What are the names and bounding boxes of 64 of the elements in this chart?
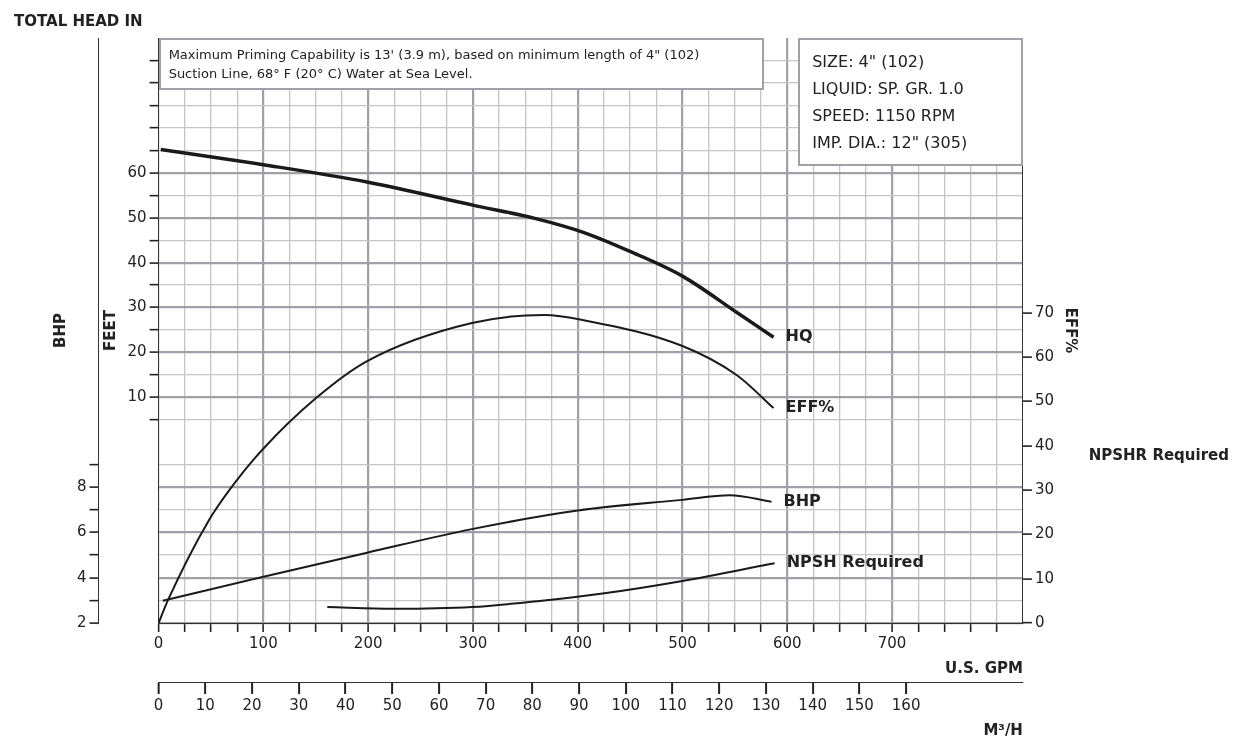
annotation: Suction Line, 68° F (20° C) Water at Sea Level. <box>168 65 474 83</box>
x2-tick-label: 20 <box>242 695 262 714</box>
x2-tick-label: 130 <box>751 695 781 714</box>
x2-tick-label: 80 <box>522 695 542 714</box>
y3-axis-title: BHP <box>50 313 69 348</box>
x2-tick-label: 160 <box>891 695 921 714</box>
x2-tick-label: 150 <box>845 695 874 714</box>
x2-axis-title: M³/H <box>983 720 1023 739</box>
annotation: Maximum Priming Capability is 13' (3.9 m), based on minimum length of 4" (102) <box>168 46 701 64</box>
x-tick-label: 300 <box>458 633 488 652</box>
text: TOTAL HEAD IN <box>14 11 143 30</box>
y3-tick-label: 4 <box>77 567 87 586</box>
x2-tick-label: 60 <box>429 695 449 714</box>
x-tick-label: 0 <box>153 633 164 652</box>
y2-tick-label: 0 <box>1034 612 1045 631</box>
y2-tick-label: 40 <box>1034 435 1055 454</box>
x2-tick-label: 50 <box>382 695 402 714</box>
y2-tick-label: 50 <box>1034 391 1055 410</box>
series-label: HQ <box>785 326 813 346</box>
y2-axis-title: EFF% <box>1062 307 1081 354</box>
x-tick-label: 100 <box>249 633 278 652</box>
annotation: SPEED: 1150 RPM <box>812 105 957 127</box>
y3-tick-label: 8 <box>77 476 87 495</box>
y2-tick-label: 20 <box>1034 524 1055 543</box>
series-label: NPSH Required <box>786 552 924 572</box>
x2-tick-label: 140 <box>798 695 827 714</box>
y-tick-label: 20 <box>127 342 147 361</box>
x-tick-label: 700 <box>877 633 907 652</box>
y-tick-label: 50 <box>127 207 147 226</box>
x2-tick-label: 0 <box>153 695 164 714</box>
x-tick-label: 400 <box>563 633 592 652</box>
y-tick-label: 10 <box>127 387 147 406</box>
y2-tick-label: 60 <box>1034 346 1055 365</box>
x-tick-label: 500 <box>668 633 697 652</box>
line-series <box>326 562 776 610</box>
y3-tick-label: 2 <box>77 612 87 631</box>
x2-tick-label: 30 <box>289 695 309 714</box>
x2-tick-label: 90 <box>569 695 589 714</box>
y2-tick-label: 10 <box>1034 568 1055 587</box>
y-tick-label: 60 <box>127 162 147 181</box>
series-label: BHP <box>783 490 822 510</box>
y2-tick-label: 30 <box>1034 479 1055 498</box>
text: NPSHR Required <box>1088 445 1229 464</box>
line-series <box>158 313 775 623</box>
annotation: SIZE: 4" (102) <box>812 51 926 73</box>
x2-tick-label: 40 <box>335 695 356 714</box>
x-tick-label: 200 <box>353 633 383 652</box>
line-series <box>158 147 776 339</box>
y-axis-title: FEET <box>101 309 120 351</box>
x2-tick-label: 10 <box>195 695 215 714</box>
y-tick-label: 40 <box>127 252 147 271</box>
x2-tick-label: 110 <box>658 695 687 714</box>
y-tick-label: 30 <box>127 297 147 316</box>
note-box: Maximum Priming Capability is 13' (3.9 m), based on minimum length of 4" (102) Suction Line, 68° F (20° C) Water at Sea Level. <box>158 38 764 90</box>
x2-tick-label: 100 <box>611 695 641 714</box>
annotation: LIQUID: SP. GR. 1.0 <box>812 78 965 100</box>
x2-tick-label: 70 <box>476 695 496 714</box>
x2-tick-label: 120 <box>704 695 734 714</box>
x-tick-label: 600 <box>772 633 802 652</box>
series-label: EFF% <box>785 397 835 417</box>
y3-tick-label: 6 <box>77 522 87 541</box>
y2-tick-label: 70 <box>1034 302 1055 321</box>
x-axis-title: U.S. GPM <box>945 658 1023 677</box>
annotation: IMP. DIA.: 12" (305) <box>812 132 969 154</box>
